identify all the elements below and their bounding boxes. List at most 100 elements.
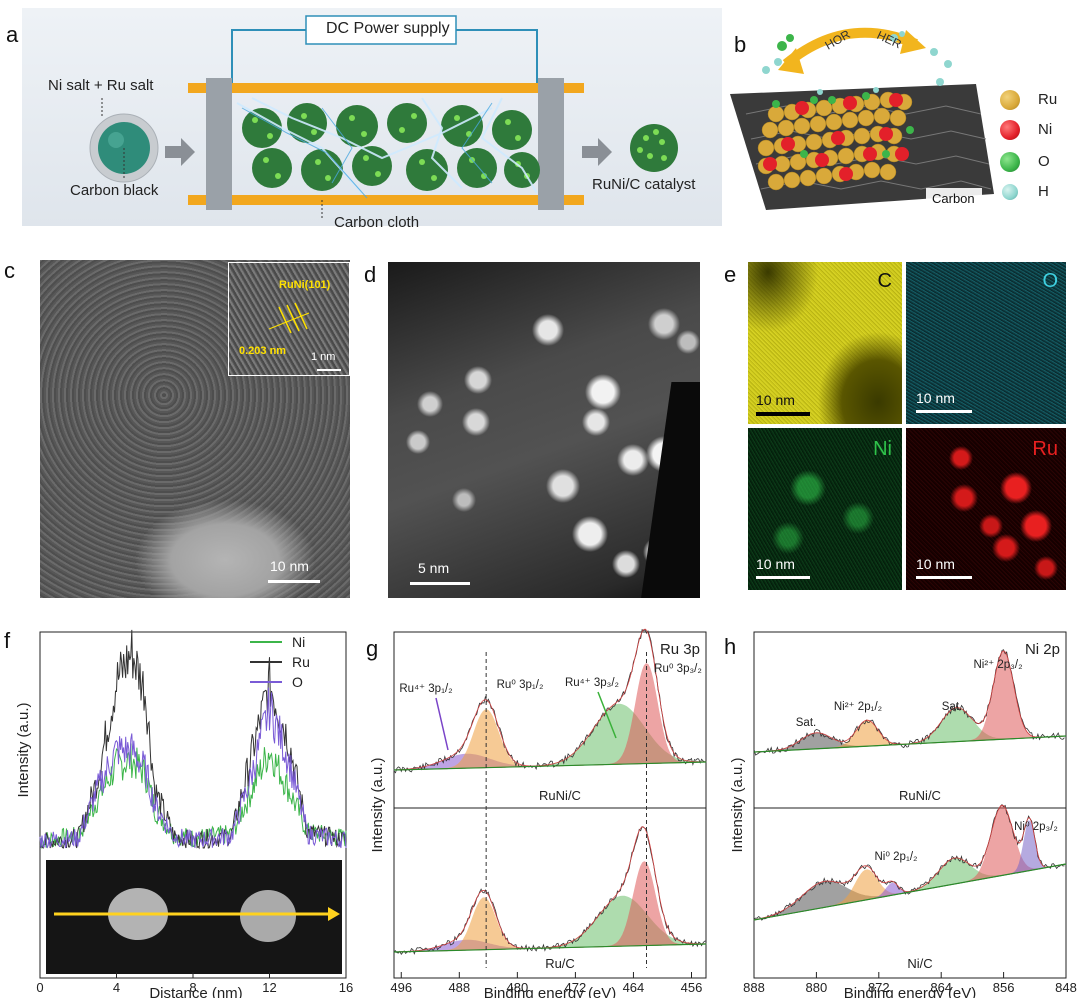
x-tick-label: 0 bbox=[36, 980, 43, 995]
peak-arrow bbox=[435, 697, 449, 751]
bottom-fit-envelope bbox=[753, 804, 1065, 921]
eds-c-label: C bbox=[877, 270, 892, 292]
peak-label: Sat. bbox=[942, 701, 962, 713]
top-background bbox=[393, 761, 707, 771]
inset-scale-bar bbox=[317, 369, 341, 371]
chart-frame bbox=[393, 631, 707, 979]
product-label: RuNi/C catalyst bbox=[592, 176, 696, 193]
eds-map-ru: Ru 10 nm bbox=[906, 428, 1066, 590]
eds-map-ni: Ni 10 nm bbox=[748, 428, 902, 590]
peak-label: Ni⁰ 2p₃/₂ bbox=[1014, 821, 1058, 833]
core-level-title: Ni 2p bbox=[1025, 641, 1060, 658]
panel-label-a: a bbox=[6, 22, 19, 47]
x-tick-label: 472 bbox=[565, 980, 587, 995]
inset-plane-label: RuNi(101) bbox=[279, 279, 331, 291]
series-line-o bbox=[39, 687, 347, 849]
legend-o: O bbox=[1038, 153, 1050, 170]
legend-label-o: O bbox=[292, 674, 303, 690]
precursor-label: Ni salt + Ru salt bbox=[48, 77, 154, 94]
panel-label-c: c bbox=[4, 258, 15, 283]
panel-b-model: HOR HER Carbon bbox=[730, 27, 994, 210]
eds-ru-scale-bar bbox=[916, 576, 972, 579]
lattice-spacing-label: 0.203 nm bbox=[239, 345, 287, 357]
eds-ru-scale-label: 10 nm bbox=[916, 556, 955, 572]
carbon-substrate-label: Carbon bbox=[932, 191, 975, 206]
x-tick-label: 496 bbox=[390, 980, 412, 995]
line-scan-particle-2 bbox=[240, 890, 296, 942]
x-axis-label: Distance (nm) bbox=[149, 985, 242, 998]
legend-h: H bbox=[1038, 183, 1049, 200]
x-tick-label: 880 bbox=[806, 980, 828, 995]
line-scan-arrowhead bbox=[328, 907, 340, 921]
legend-label-ru: Ru bbox=[292, 654, 310, 670]
panel-label-d: d bbox=[364, 262, 377, 287]
inset-scale-label: 1 nm bbox=[311, 351, 336, 363]
her-label: HER bbox=[875, 28, 904, 52]
x-tick-label: 872 bbox=[868, 980, 890, 995]
eds-ru-label: Ru bbox=[1032, 438, 1058, 460]
peak-label: Ni⁰ 2p₁/₂ bbox=[875, 851, 918, 863]
x-axis-label: Binding energy (eV) bbox=[844, 985, 977, 998]
h-atom-icon bbox=[1002, 184, 1018, 200]
peak-arrow bbox=[597, 691, 617, 739]
x-tick-label: 848 bbox=[1055, 980, 1077, 995]
eds-o-scale-bar bbox=[916, 410, 972, 413]
core-level-title: Ru 3p bbox=[660, 641, 700, 658]
eds-o-label: O bbox=[1042, 270, 1058, 292]
panel-a-schematic bbox=[89, 15, 678, 218]
haadf-scale-label: 5 nm bbox=[418, 560, 450, 576]
peak-label: Ru⁰ 3p₃/₂ bbox=[654, 663, 702, 675]
eds-map-o: O 10 nm bbox=[906, 262, 1066, 424]
line-profile-chart: Ni Ru O 0 4 8 12 16 Distance (nm) Intensity (a.u.… bbox=[15, 629, 353, 998]
eds-ni-label: Ni bbox=[873, 438, 892, 460]
hrtem-inset: RuNi(101) 0.203 nm 1 nm bbox=[228, 262, 350, 376]
x-tick-label: 456 bbox=[681, 980, 703, 995]
sample-label-top: RuNi/C bbox=[539, 788, 581, 803]
ru-atom-icon bbox=[1000, 90, 1020, 110]
chart-frame bbox=[753, 631, 1067, 979]
x-axis-label: Binding energy (eV) bbox=[484, 985, 617, 998]
legend-ni: Ni bbox=[1038, 121, 1053, 138]
line-scan-image bbox=[46, 860, 342, 974]
bottom-fit-envelope bbox=[393, 826, 706, 953]
x-tick-label: 16 bbox=[339, 980, 353, 995]
haadf-scale-bar bbox=[410, 582, 470, 585]
carbon-black-label: Carbon black bbox=[70, 182, 159, 199]
x-tick-label: 12 bbox=[262, 980, 276, 995]
legend-ru: Ru bbox=[1038, 91, 1058, 108]
series-line-ni bbox=[39, 743, 347, 850]
bottom-component-3 bbox=[394, 861, 706, 953]
eds-ni-scale-label: 10 nm bbox=[756, 556, 795, 572]
x-tick-label: 4 bbox=[113, 980, 120, 995]
x-tick-label: 464 bbox=[623, 980, 645, 995]
panel-label-h: h bbox=[724, 634, 737, 659]
panel-label-e: e bbox=[724, 262, 737, 287]
haadf-dark-region bbox=[640, 382, 700, 598]
peak-label: Sat. bbox=[796, 717, 816, 729]
eds-o-scale-label: 10 nm bbox=[916, 390, 955, 406]
ru3p-xps-chart: 496 488 480 472 464 456 Binding energy (eV) Int… bbox=[369, 628, 707, 998]
sample-label-bottom: Ru/C bbox=[545, 956, 575, 971]
panel-label-g: g bbox=[366, 636, 379, 661]
x-tick-label: 480 bbox=[506, 980, 528, 995]
peak-label: Ru⁴⁺ 3p₁/₂ bbox=[399, 683, 452, 695]
bottom-background bbox=[393, 943, 707, 953]
ni2p-xps-chart: 888 880 872 864 856 848 Binding energy (eV) Int… bbox=[729, 631, 1077, 998]
peak-label: Ni²⁺ 2p₁/₂ bbox=[834, 701, 882, 713]
peak-label: Ru⁴⁺ 3p₃/₂ bbox=[565, 677, 619, 689]
haadf-image: 5 nm bbox=[388, 262, 700, 598]
o-atom-icon bbox=[1000, 152, 1020, 172]
bottom-raw-spectrum bbox=[753, 804, 1065, 921]
y-axis-label: Intensity (a.u.) bbox=[369, 757, 386, 852]
panel-label-f: f bbox=[4, 628, 11, 653]
eds-c-scale-label: 10 nm bbox=[756, 392, 795, 408]
tem-scale-label: 10 nm bbox=[270, 558, 309, 574]
top-background bbox=[753, 735, 1067, 753]
x-tick-label: 888 bbox=[743, 980, 765, 995]
eds-c-scale-bar bbox=[756, 412, 810, 416]
tem-scale-bar bbox=[268, 580, 320, 583]
peak-label: Ru⁰ 3p₁/₂ bbox=[497, 679, 544, 691]
panel-label-b: b bbox=[734, 32, 747, 57]
bottom-background bbox=[753, 863, 1067, 921]
y-axis-label: Intensity (a.u.) bbox=[729, 757, 746, 852]
